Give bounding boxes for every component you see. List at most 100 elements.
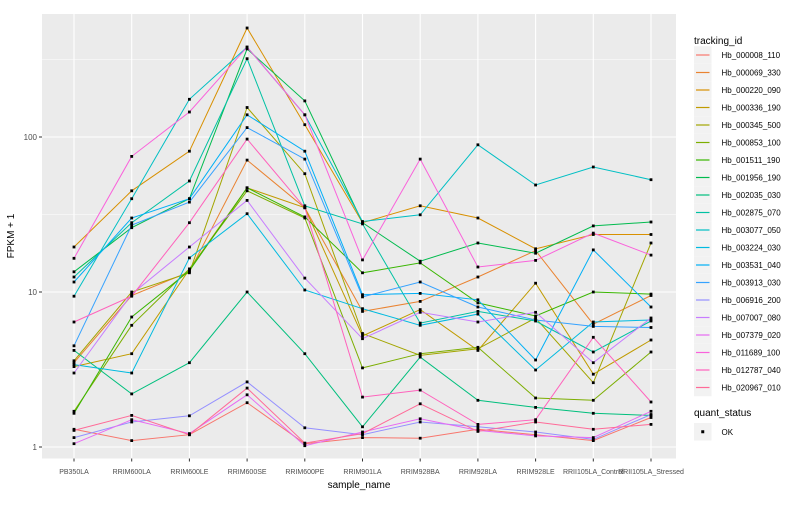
data-point — [72, 409, 76, 413]
data-point — [245, 26, 249, 30]
data-point — [245, 290, 249, 294]
ok-point-marker — [701, 430, 705, 434]
data-point — [72, 294, 76, 298]
x-tick-label: RRII105LA_Control — [563, 469, 624, 476]
data-point — [591, 325, 595, 328]
legend-item-Hb_007379_020: Hb_007379_020 — [694, 326, 781, 344]
data-point — [649, 253, 653, 257]
data-point — [130, 371, 134, 375]
data-point — [476, 298, 480, 302]
data-point — [476, 398, 480, 402]
data-point — [245, 113, 249, 117]
x-tick-label: RRIM600PE — [285, 469, 324, 476]
legend-tracking-id: tracking_id Hb_000008_110 Hb_000069_330 Hb… — [694, 36, 782, 397]
data-point — [130, 294, 134, 298]
legend-item-Hb_006916_200: Hb_006916_200 — [694, 291, 781, 309]
y-axis-title: FPKM + 1 — [6, 213, 17, 258]
legend-label: Hb_000336_190 — [722, 103, 782, 112]
data-point — [188, 433, 191, 437]
data-point — [188, 256, 191, 260]
data-point — [130, 155, 134, 158]
legend-item-Hb_000069_330: Hb_000069_330 — [694, 63, 781, 82]
data-point — [534, 430, 537, 434]
data-point — [476, 275, 480, 279]
data-point — [361, 334, 364, 338]
data-point — [72, 429, 76, 432]
legend-item-Hb_011689_100: Hb_011689_100 — [694, 343, 781, 362]
data-point — [649, 423, 653, 426]
data-point — [130, 189, 134, 193]
data-point — [649, 178, 653, 182]
data-point — [591, 320, 595, 324]
data-point — [476, 425, 480, 429]
data-point — [245, 189, 249, 193]
data-point — [303, 149, 307, 153]
data-points — [72, 26, 653, 448]
data-point — [188, 179, 191, 183]
data-point — [591, 411, 595, 415]
data-point — [649, 292, 653, 296]
data-point — [476, 305, 480, 309]
data-point — [649, 400, 653, 404]
legend-item-Hb_007007_080: Hb_007007_080 — [694, 308, 782, 327]
data-point — [649, 409, 653, 413]
data-point — [188, 269, 191, 273]
data-point — [476, 143, 480, 147]
data-point — [476, 310, 480, 313]
data-point — [188, 221, 191, 225]
data-point — [188, 110, 191, 114]
x-tick-label: RRIM600LE — [170, 469, 208, 476]
data-point — [72, 349, 76, 352]
legend-label: Hb_002035_030 — [722, 191, 782, 200]
data-point — [591, 372, 595, 376]
data-point — [72, 363, 76, 366]
legend-label: Hb_000345_500 — [722, 121, 782, 130]
data-point — [418, 388, 422, 392]
x-axis-ticks: PB350LA RRIM600LA RRIM600LE RRIM600SE RRIM60… — [59, 458, 684, 476]
data-point — [649, 305, 653, 309]
data-point — [418, 157, 422, 161]
legend-label: Hb_003531_040 — [722, 261, 782, 270]
data-point — [534, 314, 537, 318]
data-point — [591, 335, 595, 339]
data-point — [649, 220, 653, 224]
y-axis-ticks: 1 10 100 — [24, 133, 42, 452]
data-point — [245, 199, 249, 202]
data-point — [534, 259, 537, 262]
data-point — [534, 183, 537, 187]
data-point — [303, 215, 307, 219]
data-point — [245, 57, 249, 61]
data-point — [245, 158, 249, 162]
x-tick-label: RRIM928LE — [517, 469, 555, 476]
data-point — [303, 288, 307, 292]
data-point — [418, 308, 422, 311]
x-tick-label: RRIM901LA — [343, 469, 381, 476]
data-point — [534, 318, 537, 322]
data-point — [188, 197, 191, 201]
legend-item-Hb_000336_190: Hb_000336_190 — [694, 98, 782, 117]
data-point — [418, 310, 422, 314]
data-point — [534, 310, 537, 314]
x-tick-label: RRIM600LA — [113, 469, 151, 476]
legend-label: Hb_003913_030 — [722, 278, 782, 287]
legend-item-Hb_002035_030: Hb_002035_030 — [694, 186, 781, 204]
data-point — [534, 249, 537, 252]
x-tick-label: RRIM600SE — [228, 469, 267, 476]
data-point — [130, 352, 134, 356]
data-point — [591, 224, 595, 228]
data-point — [649, 338, 653, 342]
legend-label: Hb_007007_080 — [722, 313, 782, 322]
data-point — [591, 427, 595, 431]
data-point — [649, 241, 653, 245]
data-point — [649, 318, 653, 322]
data-point — [418, 436, 422, 440]
legend-item-Hb_001956_190: Hb_001956_190 — [694, 168, 781, 187]
data-point — [303, 113, 307, 117]
data-point — [418, 280, 422, 284]
data-point — [303, 276, 307, 280]
data-point — [476, 423, 480, 426]
data-point — [303, 444, 307, 448]
legend-label: Hb_003077_050 — [722, 226, 782, 235]
data-point — [361, 271, 364, 275]
data-point — [476, 320, 480, 324]
